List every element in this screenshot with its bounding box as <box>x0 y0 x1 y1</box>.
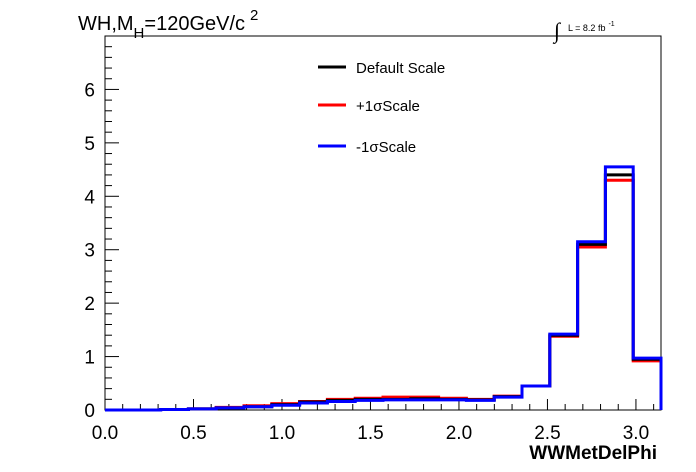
x-tick-label: 1.0 <box>269 423 295 444</box>
x-tick-label: 2.0 <box>446 423 472 444</box>
y-tick-label: 5 <box>84 134 95 155</box>
x-axis-title: WWMetDelPhi <box>529 443 657 464</box>
x-tick-label: 0.0 <box>92 423 118 444</box>
series-layer <box>105 165 663 412</box>
legend-label-default: Default Scale <box>356 60 445 77</box>
y-tick-label: 0 <box>84 401 95 422</box>
y-tick-label: 1 <box>84 348 95 369</box>
chart-title: WH,MH=120GeV/c 2 <box>78 7 258 42</box>
y-tick-label: 4 <box>84 187 95 208</box>
x-tick-label: 3.0 <box>623 423 649 444</box>
legend-label-plus: +1σScale <box>356 98 420 115</box>
legend: Default Scale +1σScale -1σScale <box>318 60 445 156</box>
y-tick-label: 2 <box>84 294 95 315</box>
plot-frame <box>104 35 662 411</box>
integral-symbol: ∫ <box>552 18 562 44</box>
luminosity-label: L = 8.2 fb -1 <box>568 21 615 33</box>
series-minus1sigma-scale <box>105 165 663 412</box>
legend-label-minus: -1σScale <box>356 139 416 156</box>
y-tick-label: 6 <box>84 80 95 101</box>
y-tick-label: 3 <box>84 241 95 262</box>
x-tick-label: 1.5 <box>357 423 383 444</box>
x-tick-label: 2.5 <box>534 423 560 444</box>
axis-ticks: 0.0 0.5 1.0 1.5 2.0 2.5 3.0 0 1 2 3 4 5 6 <box>84 46 655 444</box>
x-tick-label: 0.5 <box>180 423 206 444</box>
